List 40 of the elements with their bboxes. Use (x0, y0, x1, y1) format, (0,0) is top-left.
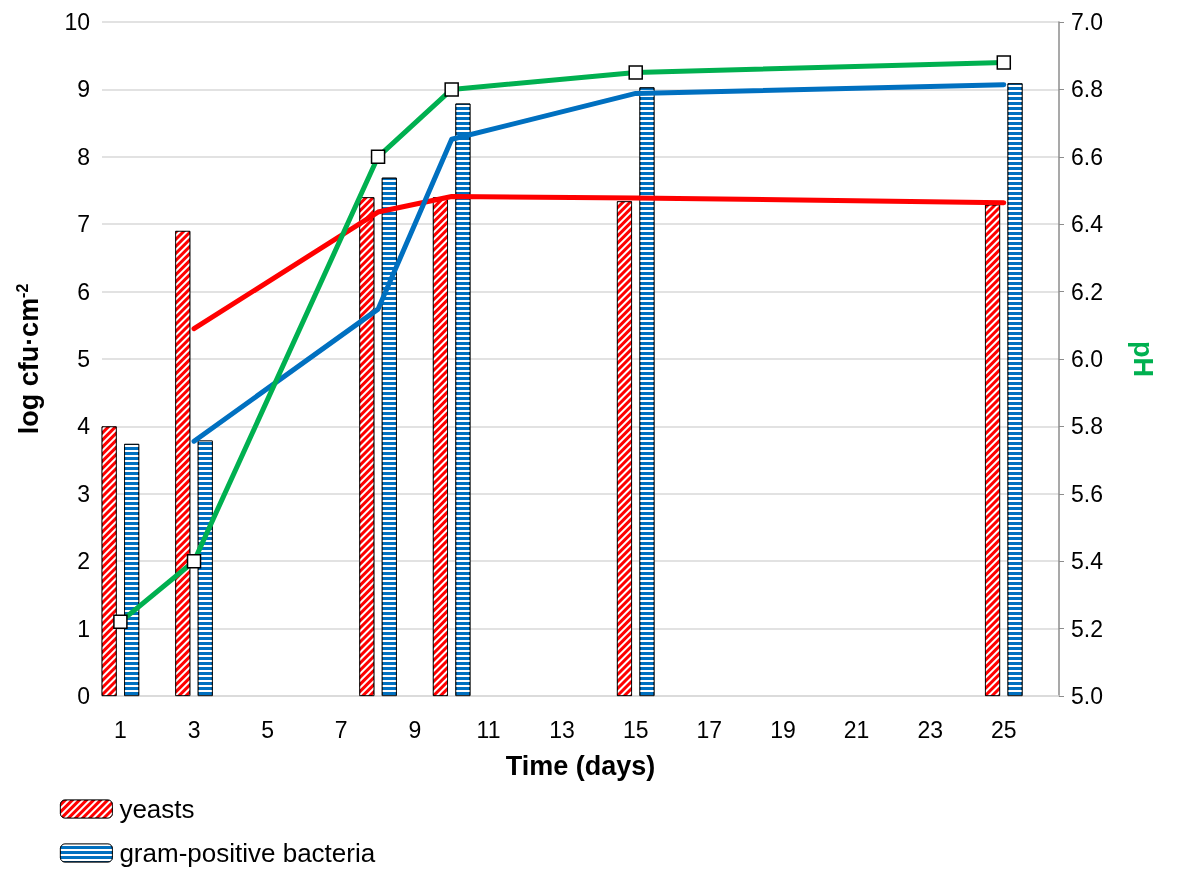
y2-tick-label: 6.0 (1071, 346, 1103, 372)
y2-tick-label: 6.6 (1071, 143, 1103, 170)
x-tick-label: 23 (917, 716, 943, 743)
y2-tick-label: 5.0 (1071, 683, 1103, 709)
x-tick-label: 1 (114, 716, 127, 743)
legend-label: yeasts (119, 794, 195, 824)
y2-tick-label: 5.6 (1071, 480, 1103, 507)
y-tick-label: 9 (77, 76, 90, 103)
y-tick-label: 0 (77, 683, 90, 709)
y-tick-label: 10 (64, 9, 90, 35)
y-tick-label: 4 (77, 413, 91, 440)
x-tick-label: 17 (696, 716, 723, 743)
y-tick-label: 6 (77, 278, 90, 305)
legend-label: gram-positive bacteria (119, 838, 376, 868)
x-tick-label: 25 (990, 716, 1017, 743)
x-tick-label: 3 (187, 716, 201, 743)
x-tick-label: 19 (770, 716, 796, 743)
x-tick-label: 11 (476, 716, 501, 743)
y2-axis-title: pH (1127, 341, 1158, 377)
x-tick-label: 13 (549, 716, 575, 743)
y2-tick-label: 6.4 (1071, 211, 1104, 238)
y-tick-label: 8 (77, 143, 90, 170)
y2-tick-label: 5.4 (1071, 548, 1104, 575)
y-axis-title: log cfu·cm-2 (13, 283, 44, 435)
y-tick-label: 5 (77, 346, 90, 372)
x-tick-label: 7 (334, 716, 348, 743)
x-axis-title: Time (days) (505, 750, 656, 781)
y-tick-label: 2 (77, 548, 90, 575)
y-tick-label: 1 (77, 615, 90, 642)
y-tick-label: 3 (77, 480, 90, 507)
y2-tick-label: 6.8 (1071, 76, 1103, 103)
x-tick-label: 5 (261, 716, 275, 743)
y2-tick-label: 5.2 (1071, 615, 1103, 642)
x-tick-label: 21 (843, 716, 870, 743)
y2-tick-label: 7.0 (1071, 9, 1103, 35)
x-tick-label: 15 (622, 716, 649, 743)
y2-tick-label: 6.2 (1071, 278, 1103, 305)
y2-tick-label: 5.8 (1071, 413, 1103, 440)
x-tick-label: 9 (408, 716, 422, 743)
y-tick-label: 7 (77, 211, 90, 238)
